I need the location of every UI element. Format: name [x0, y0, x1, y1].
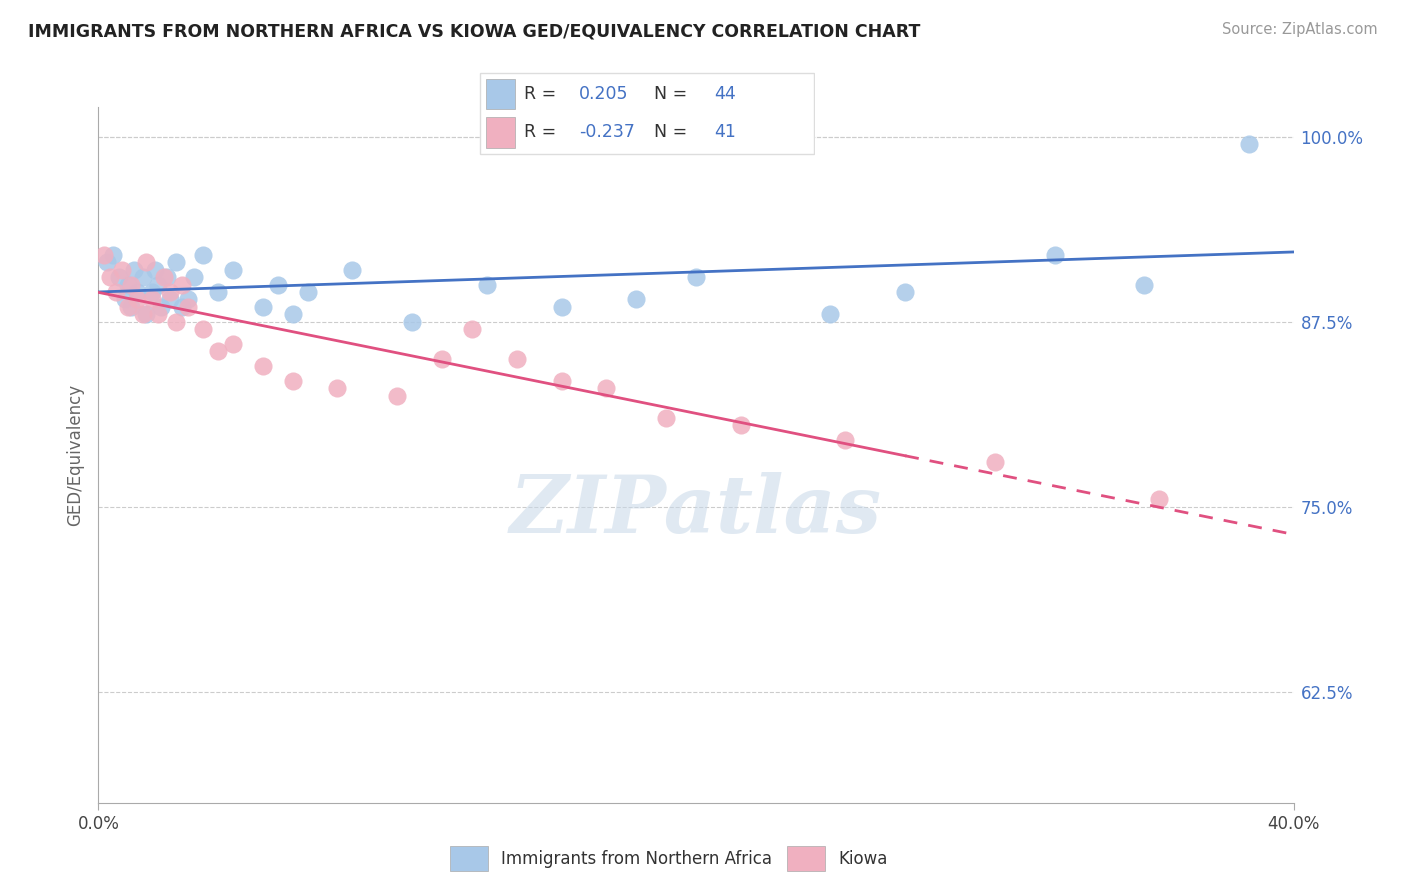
- Point: [135, 307, 157, 321]
- Point: [150, 300, 173, 314]
- Point: [730, 418, 752, 433]
- Point: [191, 248, 214, 262]
- Point: [172, 277, 194, 292]
- Point: [222, 337, 245, 351]
- Text: IMMIGRANTS FROM NORTHERN AFRICA VS KIOWA GED/EQUIVALENCY CORRELATION CHART: IMMIGRANTS FROM NORTHERN AFRICA VS KIOWA…: [28, 22, 921, 40]
- Point: [430, 351, 453, 366]
- Point: [207, 344, 229, 359]
- Point: [626, 293, 648, 307]
- Point: [132, 307, 155, 321]
- Point: [267, 277, 290, 292]
- Point: [127, 293, 149, 307]
- Text: R =: R =: [523, 85, 561, 103]
- Text: -0.237: -0.237: [579, 123, 636, 141]
- Point: [111, 263, 134, 277]
- Point: [207, 285, 229, 299]
- Point: [655, 411, 678, 425]
- Point: [165, 315, 187, 329]
- Point: [132, 270, 155, 285]
- Point: [252, 300, 274, 314]
- Point: [820, 307, 842, 321]
- Point: [1147, 492, 1170, 507]
- Point: [550, 374, 572, 388]
- Point: [124, 263, 146, 277]
- Text: 41: 41: [714, 123, 737, 141]
- Bar: [486, 117, 515, 147]
- Point: [222, 263, 245, 277]
- Point: [550, 300, 572, 314]
- Bar: [450, 847, 488, 871]
- Point: [834, 433, 856, 447]
- Point: [143, 263, 166, 277]
- Point: [117, 277, 139, 292]
- Point: [506, 351, 529, 366]
- Point: [100, 270, 122, 285]
- Text: ZIPatlas: ZIPatlas: [510, 472, 882, 549]
- Point: [475, 277, 498, 292]
- Point: [141, 293, 163, 307]
- Point: [183, 270, 205, 285]
- Point: [401, 315, 423, 329]
- Point: [461, 322, 484, 336]
- Bar: [787, 847, 825, 871]
- Point: [326, 381, 349, 395]
- Bar: [486, 79, 515, 110]
- Point: [135, 255, 157, 269]
- Text: Immigrants from Northern Africa: Immigrants from Northern Africa: [501, 849, 772, 868]
- Point: [1237, 136, 1260, 151]
- Text: N =: N =: [654, 85, 692, 103]
- Point: [141, 285, 163, 299]
- Point: [165, 255, 187, 269]
- Point: [114, 293, 136, 307]
- Point: [156, 270, 179, 285]
- Point: [342, 263, 364, 277]
- Point: [153, 270, 176, 285]
- Point: [159, 293, 181, 307]
- Point: [148, 307, 170, 321]
- Point: [105, 285, 128, 299]
- Point: [1043, 248, 1066, 262]
- Point: [191, 322, 214, 336]
- Y-axis label: GED/Equivalency: GED/Equivalency: [66, 384, 84, 526]
- Point: [177, 300, 200, 314]
- Point: [685, 270, 707, 285]
- Point: [159, 285, 181, 299]
- Point: [595, 381, 617, 395]
- Text: N =: N =: [654, 123, 692, 141]
- Point: [117, 300, 139, 314]
- Point: [281, 374, 304, 388]
- Point: [297, 285, 319, 299]
- Text: Source: ZipAtlas.com: Source: ZipAtlas.com: [1222, 22, 1378, 37]
- Point: [108, 270, 131, 285]
- Point: [93, 248, 115, 262]
- Point: [148, 277, 170, 292]
- Text: Kiowa: Kiowa: [838, 849, 887, 868]
- Point: [96, 255, 118, 269]
- Point: [172, 300, 194, 314]
- Point: [385, 389, 409, 403]
- Point: [127, 285, 149, 299]
- FancyBboxPatch shape: [479, 73, 814, 154]
- Point: [984, 455, 1007, 469]
- Point: [252, 359, 274, 373]
- Point: [894, 285, 917, 299]
- Text: 0.205: 0.205: [579, 85, 628, 103]
- Point: [103, 248, 125, 262]
- Text: R =: R =: [523, 123, 561, 141]
- Text: 44: 44: [714, 85, 735, 103]
- Point: [1133, 277, 1156, 292]
- Point: [281, 307, 304, 321]
- Point: [177, 293, 200, 307]
- Point: [120, 300, 142, 314]
- Point: [120, 277, 142, 292]
